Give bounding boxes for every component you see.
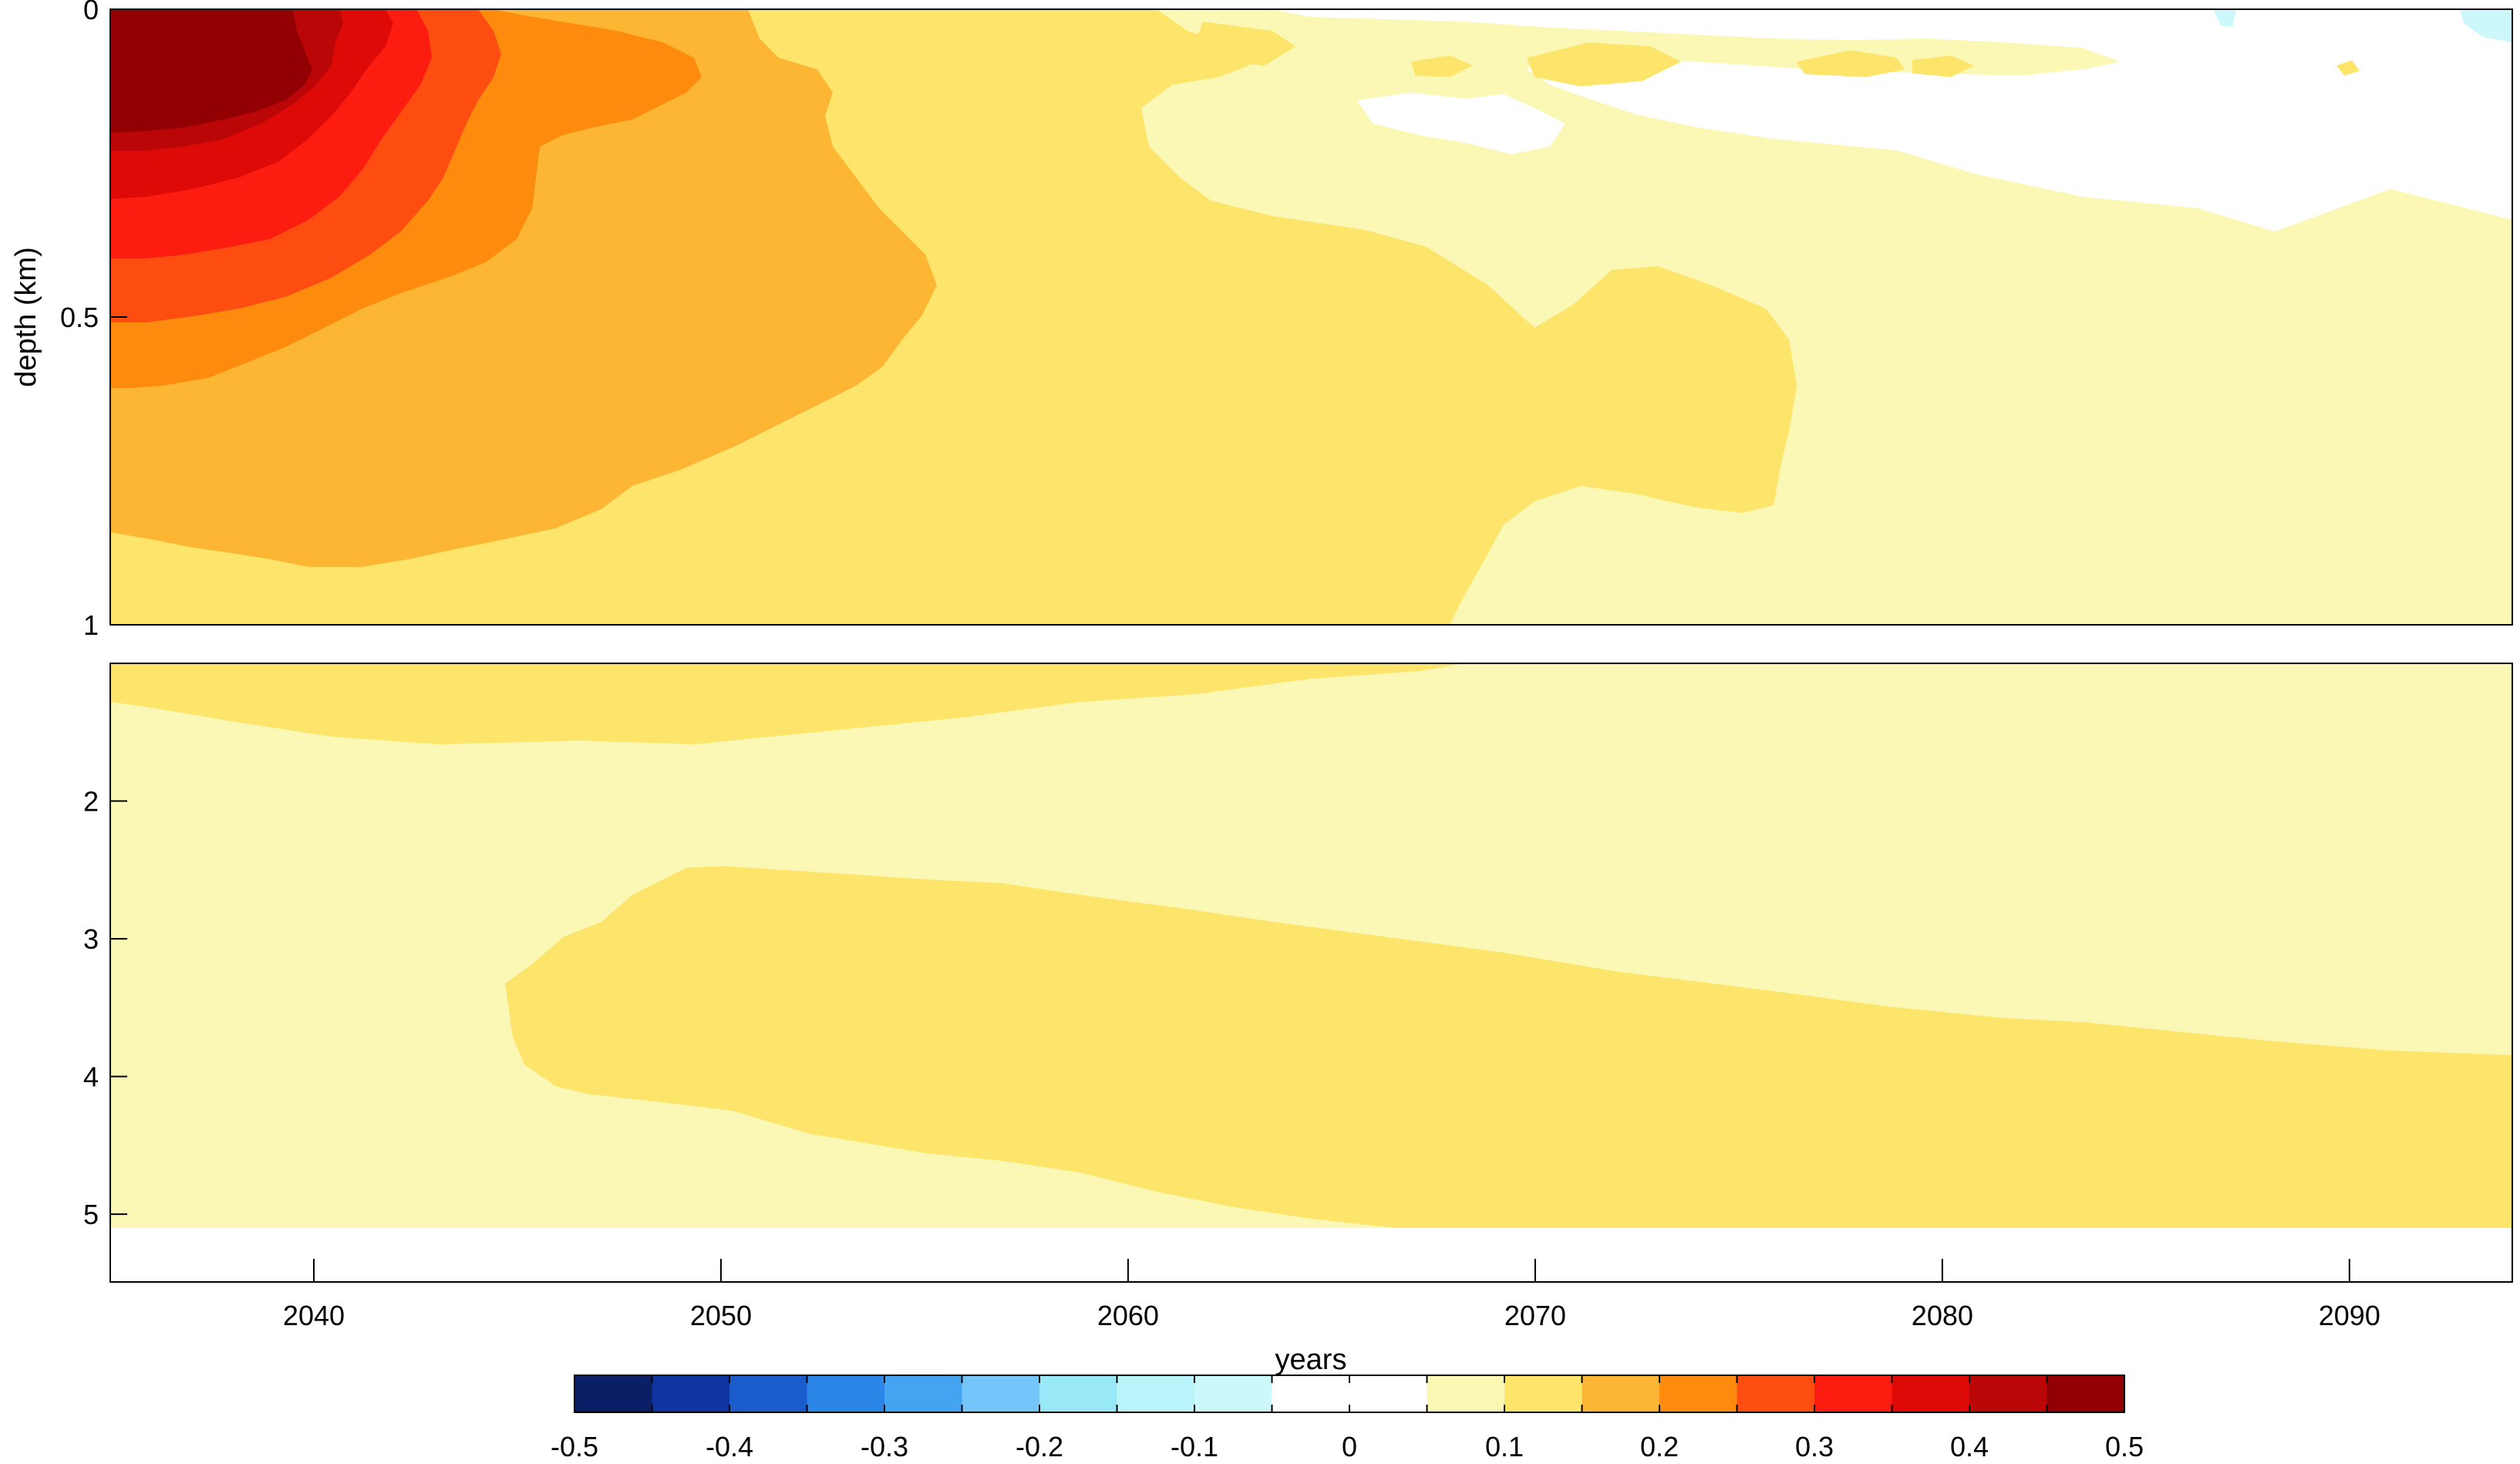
colorbar-tick-label: 0.5 [2105, 1431, 2144, 1462]
contour-neg-2 [2460, 9, 2512, 42]
lower-y-tick-label: 4 [83, 1061, 99, 1093]
lower-y-tick-label: 5 [83, 1199, 99, 1230]
colorbar-swatch [729, 1375, 807, 1412]
colorbar-tick-label: -0.1 [1171, 1431, 1218, 1462]
colorbar-tick-label: -0.3 [861, 1431, 908, 1462]
x-tick-label: 2040 [283, 1300, 345, 1331]
contour-0.10-p6 [2336, 60, 2360, 76]
lower-y-ticks: 2 3 4 5 [83, 786, 127, 1230]
contour-0.10-p2 [1411, 56, 1473, 77]
colorbar-tick-label: -0.4 [706, 1431, 753, 1462]
colorbar-swatch [1969, 1375, 2047, 1412]
colorbar-swatch [1272, 1375, 1350, 1412]
contour-0.10-p1 [1195, 22, 1295, 66]
lower-contours [110, 663, 2512, 1282]
contour-neg-1 [2213, 9, 2236, 27]
colorbar-swatch [1659, 1375, 1737, 1412]
x-axis-title: years [1275, 1344, 1347, 1376]
colorbar: -0.5 -0.4 -0.3 -0.2 -0.1 0 0.1 0.2 0.3 0.4 0.5 [551, 1375, 2144, 1462]
colorbar-swatch [1117, 1375, 1195, 1412]
colorbar-swatch [1039, 1375, 1117, 1412]
y-axis-title: depth (km) [10, 247, 42, 387]
colorbar-tick-label: 0.1 [1485, 1431, 1524, 1462]
upper-y-tick-label: 1 [83, 609, 99, 641]
contour-lower-0.10-deep [505, 866, 2512, 1228]
colorbar-tick-label: 0.4 [1950, 1431, 1989, 1462]
x-tick-label: 2080 [1912, 1300, 1973, 1331]
upper-y-ticks: 00.51 [60, 0, 127, 641]
colorbar-frame [574, 1375, 2125, 1413]
x-tick-label: 2060 [1097, 1300, 1159, 1331]
contour-0.10-p4 [1797, 50, 1905, 77]
colorbar-swatch [962, 1375, 1040, 1412]
colorbar-swatch [884, 1375, 962, 1412]
lower-y-tick-label: 2 [83, 786, 99, 818]
x-ticks: 2040 2050 2060 2070 2080 2090 [283, 1259, 2380, 1331]
colorbar-swatch [652, 1375, 730, 1412]
colorbar-swatch [1814, 1375, 1892, 1412]
lower-y-tick-label: 3 [83, 923, 99, 955]
colorbar-swatch [1582, 1375, 1660, 1412]
contour-white-4 [1357, 93, 1565, 154]
x-tick-label: 2050 [690, 1300, 752, 1331]
colorbar-tick-label: 0 [1342, 1431, 1357, 1462]
contour-lower-0.10-top [110, 663, 1465, 744]
colorbar-swatch [1892, 1375, 1970, 1412]
colorbar-swatch [1427, 1375, 1505, 1412]
colorbar-swatch [1194, 1375, 1272, 1412]
upper-y-tick-label: 0.5 [60, 302, 99, 333]
x-tick-label: 2090 [2319, 1300, 2380, 1331]
upper-y-tick-label: 0 [83, 0, 99, 25]
colorbar-tick-label: 0.2 [1640, 1431, 1679, 1462]
colorbar-swatch [1349, 1375, 1427, 1412]
lower-bottom-strip [110, 1228, 2512, 1282]
contour-0.45 [110, 9, 312, 133]
lower-frame [109, 663, 2513, 1283]
colorbar-swatch [2047, 1375, 2125, 1412]
upper-contours [110, 9, 2512, 625]
contour-0.10-p3 [1527, 42, 1681, 86]
lower-panel: 2 3 4 5 2040 2050 2060 2070 2080 2090 [83, 663, 2513, 1331]
colorbar-swatch [1737, 1375, 1815, 1412]
colorbar-tick-label: -0.5 [551, 1431, 598, 1462]
upper-panel: 00.51 [60, 0, 2513, 641]
colorbar-swatch [807, 1375, 885, 1412]
x-tick-label: 2070 [1504, 1300, 1566, 1331]
colorbar-swatch [1504, 1375, 1582, 1412]
colorbar-swatch [574, 1375, 652, 1412]
colorbar-tick-label: 0.3 [1795, 1431, 1834, 1462]
contour-0.10-p5 [1912, 56, 1974, 77]
colorbar-tick-label: -0.2 [1016, 1431, 1063, 1462]
